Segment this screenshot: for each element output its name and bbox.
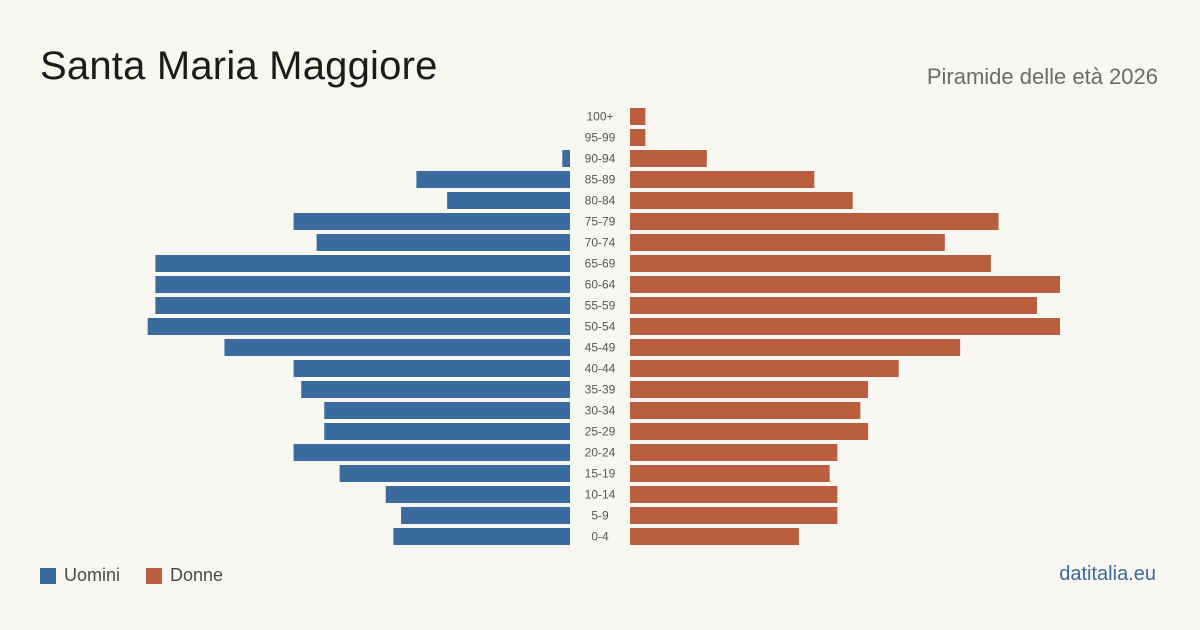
bar-men-10-14[interactable] — [385, 486, 570, 503]
bar-women-30-34[interactable] — [630, 402, 861, 419]
bar-men-60-64[interactable] — [155, 276, 570, 293]
bar-men-90-94[interactable] — [562, 150, 570, 167]
bar-men-55-59[interactable] — [155, 297, 570, 314]
age-label-30-34: 30-34 — [585, 404, 616, 418]
bar-men-50-54[interactable] — [147, 318, 570, 335]
age-label-20-24: 20-24 — [585, 446, 616, 460]
bar-men-30-34[interactable] — [324, 402, 570, 419]
legend-item-men[interactable]: Uomini — [40, 565, 120, 586]
age-label-25-29: 25-29 — [585, 425, 616, 439]
age-label-40-44: 40-44 — [585, 362, 616, 376]
chart-legend: Uomini Donne — [40, 565, 249, 586]
bar-men-65-69[interactable] — [155, 255, 570, 272]
age-label-60-64: 60-64 — [585, 278, 616, 292]
brand-link[interactable]: datitalia.eu — [1059, 563, 1156, 585]
bar-women-100+[interactable] — [630, 108, 646, 125]
bar-women-55-59[interactable] — [630, 297, 1037, 314]
age-label-95-99: 95-99 — [585, 131, 616, 145]
bar-women-80-84[interactable] — [630, 192, 853, 209]
age-label-85-89: 85-89 — [585, 173, 616, 187]
men-color-swatch — [40, 567, 56, 584]
bar-women-10-14[interactable] — [630, 486, 838, 503]
bar-men-35-39[interactable] — [301, 381, 570, 398]
legend-label-men: Uomini — [64, 565, 121, 585]
bar-women-35-39[interactable] — [630, 381, 869, 398]
bar-men-75-79[interactable] — [293, 213, 570, 230]
age-label-90-94: 90-94 — [585, 152, 616, 166]
bar-men-20-24[interactable] — [293, 444, 570, 461]
bar-women-45-49[interactable] — [630, 339, 961, 356]
bar-women-60-64[interactable] — [630, 276, 1060, 293]
age-label-10-14: 10-14 — [585, 488, 616, 502]
age-label-55-59: 55-59 — [585, 299, 616, 313]
bar-women-0-4[interactable] — [630, 528, 799, 545]
page-title: Santa Maria Maggiore — [40, 44, 438, 88]
age-label-80-84: 80-84 — [585, 194, 616, 208]
bar-men-25-29[interactable] — [324, 423, 570, 440]
bar-women-65-69[interactable] — [630, 255, 991, 272]
bar-women-25-29[interactable] — [630, 423, 869, 440]
legend-label-women: Donne — [170, 565, 224, 585]
bar-women-50-54[interactable] — [630, 318, 1060, 335]
bar-men-45-49[interactable] — [224, 339, 570, 356]
legend-item-women[interactable]: Donne — [146, 565, 223, 586]
age-label-0-4: 0-4 — [591, 530, 609, 544]
age-label-50-54: 50-54 — [585, 320, 616, 334]
age-label-75-79: 75-79 — [585, 215, 616, 229]
bar-women-70-74[interactable] — [630, 234, 945, 251]
bar-men-15-19[interactable] — [339, 465, 570, 482]
bar-women-75-79[interactable] — [630, 213, 999, 230]
bar-women-20-24[interactable] — [630, 444, 838, 461]
age-label-65-69: 65-69 — [585, 257, 616, 271]
age-label-100+: 100+ — [586, 110, 613, 124]
bar-women-40-44[interactable] — [630, 360, 899, 377]
age-label-45-49: 45-49 — [585, 341, 616, 355]
bar-women-95-99[interactable] — [630, 129, 646, 146]
chart-subtitle: Piramide delle età 2026 — [926, 64, 1158, 89]
bar-women-5-9[interactable] — [630, 507, 838, 524]
age-label-5-9: 5-9 — [591, 509, 609, 523]
women-color-swatch — [146, 567, 163, 584]
age-label-70-74: 70-74 — [585, 236, 616, 250]
bar-men-70-74[interactable] — [316, 234, 570, 251]
age-label-35-39: 35-39 — [585, 383, 616, 397]
bar-women-15-19[interactable] — [630, 465, 830, 482]
age-label-15-19: 15-19 — [585, 467, 616, 481]
bar-men-80-84[interactable] — [447, 192, 570, 209]
bar-men-85-89[interactable] — [416, 171, 570, 188]
bar-women-85-89[interactable] — [630, 171, 815, 188]
bar-men-0-4[interactable] — [393, 528, 570, 545]
bar-men-40-44[interactable] — [293, 360, 570, 377]
bar-men-5-9[interactable] — [401, 507, 570, 524]
bar-women-90-94[interactable] — [630, 150, 707, 167]
